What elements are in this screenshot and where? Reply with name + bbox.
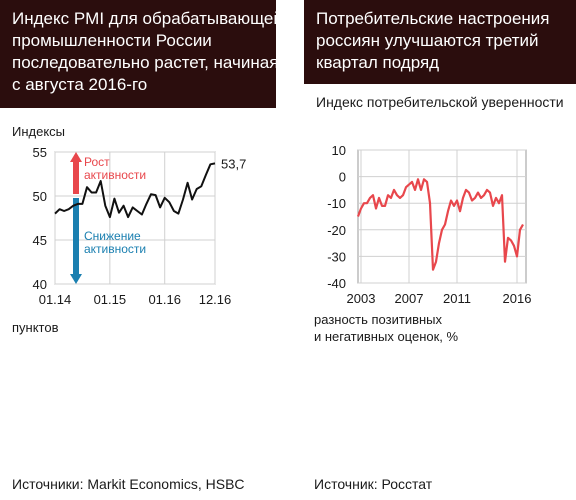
pmi-y-axis-label: Индексы xyxy=(12,124,65,139)
growth-annotation: Рост xyxy=(84,155,110,169)
pmi-title-line: с августа 2016-го xyxy=(12,75,148,94)
consumer-x-tick-label: 2003 xyxy=(347,291,376,306)
consumer-x-tick-label: 2016 xyxy=(503,291,532,306)
consumer-x-tick-label: 2007 xyxy=(395,291,424,306)
pmi-series-line xyxy=(54,162,216,219)
growth-arrow-head xyxy=(70,152,82,162)
consumer-confidence-panel: Потребительские настроения россиян улучш… xyxy=(304,0,576,500)
consumer-y-tick-label: -10 xyxy=(327,196,346,211)
consumer-y-tick-label: -20 xyxy=(327,223,346,238)
decline-arrow-head xyxy=(70,274,82,284)
consumer-unit-line: разность позитивных xyxy=(314,312,443,327)
pmi-x-tick-label: 01.15 xyxy=(94,292,127,307)
consumer-title-line: россиян улучшаются третий xyxy=(316,31,539,50)
decline-annotation: активности xyxy=(84,242,146,256)
pmi-title-line: последовательно растет, начиная xyxy=(12,53,279,72)
pmi-y-tick-label: 45 xyxy=(33,233,47,248)
pmi-title-box: Индекс PMI для обрабатывающей промышленн… xyxy=(0,0,283,108)
consumer-title-box: Потребительские настроения россиян улучш… xyxy=(304,0,576,84)
pmi-chart: Индексы пунктов РостактивностиСнижениеак… xyxy=(12,124,246,335)
pmi-title-line: Индекс PMI для обрабатывающей xyxy=(12,9,283,28)
consumer-unit-line: и негативных оценок, % xyxy=(314,329,459,344)
consumer-subtitle: Индекс потребительской уверенности xyxy=(316,94,564,110)
pmi-y-tick-label: 55 xyxy=(33,145,47,160)
pmi-x-axis-label: пунктов xyxy=(12,320,59,335)
pmi-x-tick-label: 12.16 xyxy=(199,292,232,307)
consumer-y-tick-label: -40 xyxy=(327,276,346,291)
consumer-x-tick-label: 2011 xyxy=(443,291,471,306)
consumer-plot-frame xyxy=(357,149,527,284)
consumer-chart: разность позитивных и негативных оценок,… xyxy=(314,143,532,344)
consumer-y-tick-label: -30 xyxy=(327,249,346,264)
pmi-y-tick-label: 40 xyxy=(33,277,47,292)
growth-annotation: активности xyxy=(84,168,146,182)
pmi-panel: Индекс PMI для обрабатывающей промышленн… xyxy=(0,0,283,500)
pmi-x-tick-label: 01.16 xyxy=(148,292,181,307)
consumer-series-line xyxy=(356,178,524,271)
pmi-title-line: промышленности России xyxy=(12,31,212,50)
pmi-x-tick-label: 01.14 xyxy=(39,292,72,307)
decline-annotation: Снижение xyxy=(84,229,141,243)
consumer-title-line: квартал подряд xyxy=(316,53,440,72)
consumer-title-line: Потребительские настроения xyxy=(316,9,550,28)
consumer-y-tick-label: 10 xyxy=(332,143,346,158)
consumer-source: Источник: Росстат xyxy=(314,476,433,492)
pmi-end-value-label: 53,7 xyxy=(221,156,246,171)
pmi-source: Источники: Markit Economics, HSBC xyxy=(12,476,245,492)
pmi-y-tick-label: 50 xyxy=(33,189,47,204)
consumer-y-tick-label: 0 xyxy=(339,170,346,185)
